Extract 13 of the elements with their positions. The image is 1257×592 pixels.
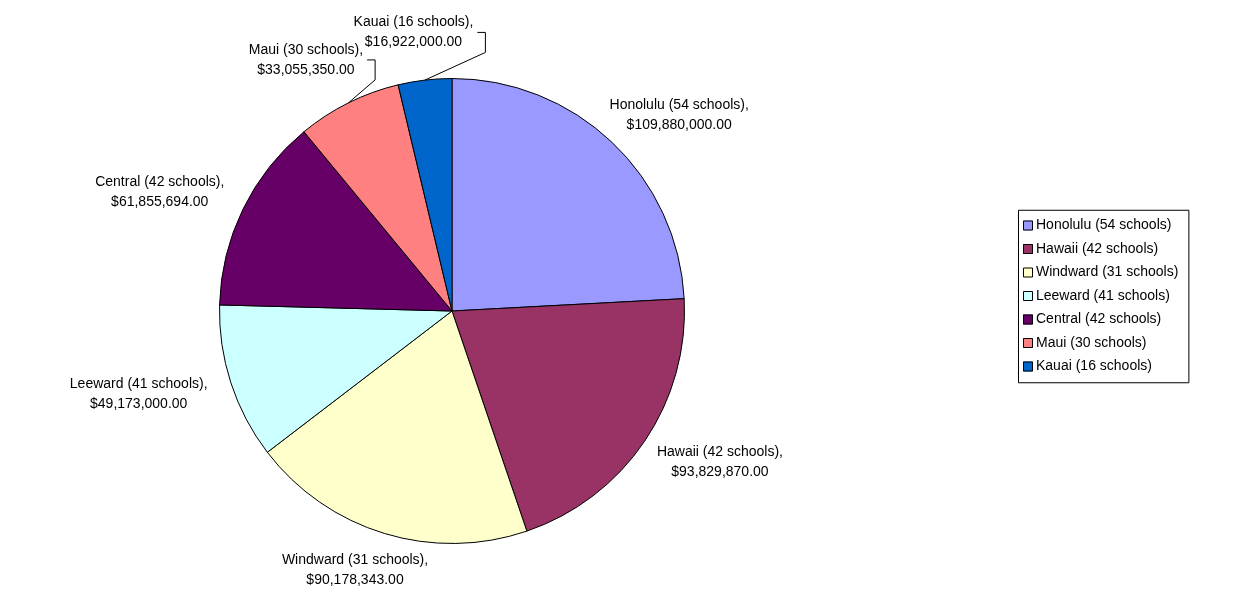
data-label: Leeward (41 schools), $49,173,000.00 [69, 375, 208, 412]
legend-label: Maui (30 schools) [1036, 333, 1147, 350]
legend-label: Leeward (41 schools) [1036, 286, 1170, 303]
legend-label: Kauai (16 schools) [1036, 357, 1152, 374]
legend-label: Central (42 schools) [1036, 310, 1162, 327]
data-label: Maui (30 schools), $33,055,350.00 [248, 40, 364, 77]
data-label: Central (42 schools), $61,855,694.00 [95, 173, 225, 210]
data-label: Hawaii (42 schools), $93,829,870.00 [656, 443, 783, 480]
legend-label: Windward (31 schools) [1036, 263, 1179, 280]
legend-label: Hawaii (42 schools) [1036, 239, 1159, 256]
legend-label: Honolulu (54 schools) [1036, 216, 1172, 233]
data-label: Windward (31 schools), $90,178,343.00 [281, 550, 429, 587]
data-label: Honolulu (54 schools), $109,880,000.00 [609, 95, 749, 132]
